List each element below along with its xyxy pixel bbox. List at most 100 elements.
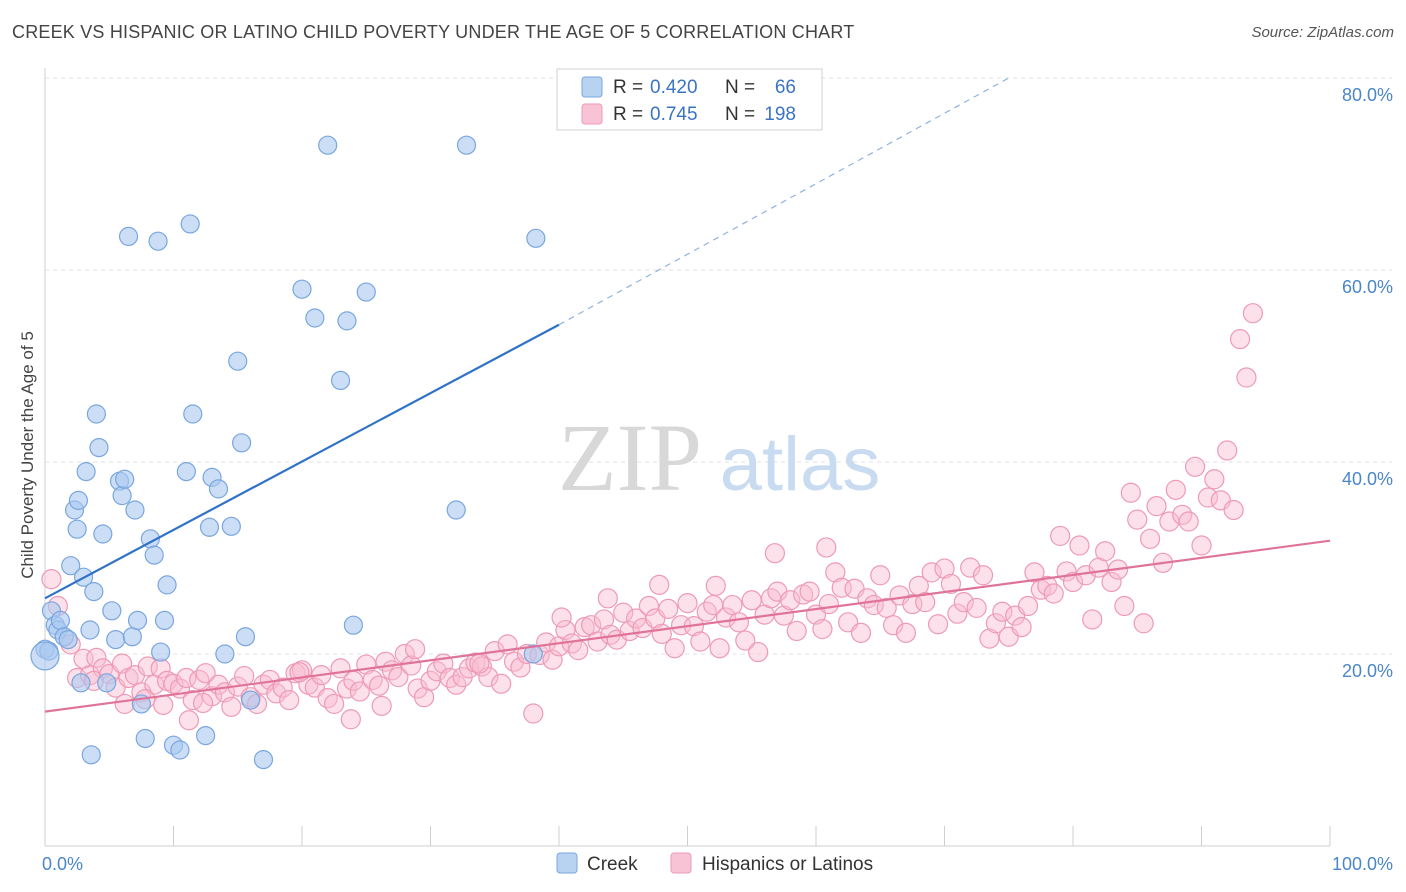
hispanic-point-200 [649, 574, 670, 595]
hispanic-point-163 [1095, 541, 1116, 562]
hispanic-point-167 [1120, 482, 1141, 503]
hispanic-point-146 [985, 613, 1007, 634]
y-tick-label-0: 20.0% [1342, 661, 1393, 681]
hispanic-point-161 [1082, 609, 1103, 630]
hispanic-point-141 [953, 592, 974, 613]
hispanic-point-117 [799, 581, 820, 602]
creek-point-49 [235, 627, 256, 647]
creek-point-40 [183, 404, 203, 424]
source-label: Source: ZipAtlas.com [1251, 24, 1394, 41]
hispanic-point-180 [1204, 469, 1225, 490]
hispanic-point-139 [940, 573, 962, 595]
hispanic-point-89 [619, 620, 640, 642]
creek-point-10 [71, 673, 91, 693]
hispanic-point-53 [388, 666, 409, 688]
trend-lines [44, 77, 1331, 713]
creek-point-38 [176, 462, 196, 482]
creek-point-26 [125, 500, 145, 520]
creek-point-35 [157, 575, 177, 595]
hispanic-point-20 [176, 667, 197, 689]
hispanic-point-155 [1043, 583, 1064, 604]
creek-point-25 [122, 627, 142, 647]
creek-point-45 [215, 644, 235, 664]
creek-point-56 [337, 311, 357, 331]
x-tick-label-0: 0.0% [42, 854, 83, 874]
bottom-legend-swatch-creek [556, 852, 578, 874]
hispanic-trend-line [44, 539, 1331, 713]
hispanic-point-23 [195, 663, 216, 684]
hispanic-point-69 [491, 673, 512, 694]
creek-point-51 [253, 749, 274, 770]
hispanic-point-199 [597, 588, 618, 609]
creek-point-39 [180, 214, 200, 234]
creek-point-46 [221, 516, 241, 536]
hispanic-point-36 [279, 689, 300, 711]
creek-point-47 [228, 351, 248, 371]
creek-point-19 [102, 601, 122, 621]
bottom-legend-creek: Creek [587, 854, 638, 875]
hispanic-point-171 [1146, 496, 1167, 517]
legend-r-value-creek: 0.420 [650, 77, 698, 98]
hispanic-point-0 [41, 569, 62, 590]
hispanic-point-168 [1127, 509, 1148, 530]
hispanic-point-120 [818, 593, 839, 615]
hispanic-point-202 [764, 543, 785, 564]
y-tick-labels: 20.0% 40.0% 60.0% 80.0% [1342, 85, 1393, 681]
bottom-legend-hispanic: Hispanics or Latinos [702, 854, 873, 875]
creek-trend-line [44, 323, 560, 600]
creek-point-6 [61, 556, 81, 576]
hispanic-point-128 [870, 565, 891, 586]
hispanic-point-132 [895, 622, 917, 643]
hispanic-point-115 [786, 620, 807, 642]
hispanic-point-29 [234, 665, 255, 687]
hispanic-point-71 [503, 651, 525, 672]
hispanic-point-49 [362, 669, 383, 691]
legend-r-label-2: R = [613, 104, 643, 125]
hispanic-point-74 [523, 703, 544, 724]
creek-point-29 [135, 728, 155, 749]
hispanic-point-156 [1050, 525, 1071, 547]
creek-point-12 [76, 462, 96, 482]
creek-point-63 [81, 745, 101, 765]
hispanic-point-194 [340, 709, 361, 730]
hispanic-point-191 [178, 710, 200, 731]
hispanic-point-34 [266, 683, 287, 704]
hispanic-point-176 [1178, 511, 1199, 532]
hispanic-point-14 [137, 656, 158, 677]
hispanic-point-197 [469, 653, 490, 674]
creek-point-37 [170, 740, 190, 760]
hispanic-point-35 [272, 677, 293, 698]
hispanic-point-201 [705, 575, 726, 596]
creek-point-23 [115, 469, 135, 489]
creek-point-44 [208, 479, 229, 499]
creek-point-34 [154, 610, 175, 631]
hispanic-point-142 [960, 557, 981, 578]
hispanic-point-151 [1017, 595, 1039, 617]
hispanic-point-106 [728, 612, 750, 633]
bottom-legend-swatch-hispanic [670, 852, 692, 874]
hispanic-point-184 [1229, 329, 1251, 350]
creek-point-52 [292, 279, 312, 299]
creek-point-18 [97, 673, 117, 693]
hispanic-point-179 [1197, 487, 1219, 508]
creek-point-15 [86, 404, 107, 424]
creek-point-large [30, 641, 60, 671]
hispanic-point-186 [1242, 303, 1264, 324]
hispanic-point-92 [638, 595, 660, 617]
creek-point-41 [196, 725, 216, 746]
legend-r-label-1: R = [613, 77, 643, 98]
creek-point-58 [356, 282, 376, 302]
hispanic-point-177 [1184, 456, 1206, 477]
y-axis-label: Child Poverty Under the Age of 5 [18, 331, 37, 579]
creek-point-13 [80, 620, 100, 640]
hispanic-point-42 [317, 688, 338, 709]
hispanic-point-182 [1217, 440, 1238, 461]
hispanic-point-27 [221, 696, 242, 717]
creek-point-57 [343, 615, 363, 635]
hispanic-point-121 [825, 562, 846, 583]
hispanic-point-192 [192, 692, 214, 714]
creek-point-62 [526, 228, 546, 248]
hispanic-point-138 [934, 558, 955, 579]
creek-point-50 [241, 690, 261, 710]
